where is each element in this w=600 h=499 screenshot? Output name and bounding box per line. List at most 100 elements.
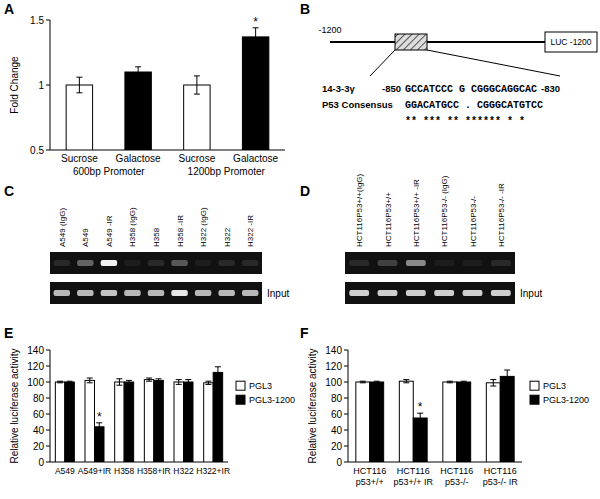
- input-label: Input: [267, 288, 289, 299]
- error-cap: [403, 379, 409, 380]
- legend-label: PGL3: [543, 381, 566, 391]
- band: [434, 260, 454, 266]
- y-tick-label: 1: [38, 80, 44, 91]
- y-tick: [344, 398, 348, 399]
- panel-letter: B: [300, 1, 310, 17]
- sequence-position: -830: [541, 83, 560, 94]
- band: [148, 260, 164, 266]
- error-cap: [67, 382, 73, 383]
- input-band: [77, 290, 93, 296]
- y-tick: [46, 350, 50, 351]
- bar: [115, 382, 124, 462]
- label-line: p53-/- IR: [483, 477, 519, 487]
- label-line: HCT116: [484, 466, 517, 476]
- gel: HCT116P53+/+(IgG)HCT116P53+/+HCT116P53+/…: [345, 173, 542, 304]
- x-tick-label: HCT116p53+/+: [353, 466, 386, 487]
- error-cap: [126, 380, 132, 381]
- y-tick: [344, 462, 348, 463]
- error-stem: [420, 413, 421, 423]
- input-band: [242, 290, 258, 296]
- y-tick-label: 100: [325, 377, 342, 388]
- y-axis-label: Relative luciferase activity: [9, 348, 20, 463]
- x-tick-label: Sucrose: [179, 153, 216, 164]
- error-stem: [178, 380, 179, 385]
- panel-letter: D: [300, 183, 310, 199]
- label-line: p53+/+: [356, 477, 384, 487]
- y-tick-label: 100: [27, 377, 44, 388]
- y-tick: [46, 20, 50, 21]
- bar: [65, 382, 74, 462]
- error-cap: [185, 384, 191, 385]
- error-cap: [76, 92, 82, 93]
- y-axis-label: Fold Change: [9, 56, 20, 114]
- lane-label: A549 -IR: [105, 215, 114, 247]
- label-line: p53+/+ IR: [393, 477, 433, 487]
- x-tick-label: H322: [173, 466, 194, 476]
- error-stem: [138, 67, 139, 77]
- y-tick: [344, 350, 348, 351]
- bar: [124, 382, 133, 462]
- y-tick-label: 0: [336, 457, 342, 468]
- error-bar: [461, 381, 467, 383]
- y-tick: [46, 462, 50, 463]
- bar: [85, 380, 94, 462]
- y-tick: [344, 414, 348, 415]
- input-band: [101, 290, 117, 296]
- y-tick: [46, 398, 50, 399]
- reporter-label: LUC -1200: [550, 37, 591, 47]
- band: [101, 260, 117, 266]
- error-cap: [360, 381, 366, 382]
- error-bar: [374, 381, 380, 383]
- figure: ABCDEF0.511.5Fold Change*SucroseGalactos…: [0, 0, 600, 499]
- band: [77, 260, 93, 266]
- bar: [204, 383, 213, 462]
- error-bar: [447, 381, 453, 383]
- error-stem: [119, 379, 120, 385]
- input-band: [124, 290, 140, 296]
- bar-chart: 0.511.5Fold Change*SucroseGalactoseSucro…: [9, 15, 285, 178]
- error-bar: [57, 381, 63, 383]
- input-band: [491, 290, 511, 296]
- error-cap: [205, 381, 211, 382]
- error-cap: [447, 381, 453, 382]
- band: [378, 260, 398, 266]
- legend-item: PGL3-1200: [530, 395, 589, 405]
- bars: [66, 28, 269, 150]
- label-line: HCT116: [353, 466, 386, 476]
- error-cap: [146, 381, 152, 382]
- y-tick-label: 60: [331, 409, 343, 420]
- error-cap: [185, 379, 191, 380]
- error-cap: [87, 378, 93, 379]
- y-tick-label: 140: [27, 345, 44, 356]
- lane-label: A549 (IgG): [58, 208, 67, 247]
- bar: [370, 382, 384, 462]
- legend-swatch: [530, 395, 539, 404]
- error-bar: [176, 380, 182, 385]
- y-tick: [46, 430, 50, 431]
- y-tick-label: 20: [331, 441, 343, 452]
- bar: [413, 418, 427, 462]
- x-axis: [50, 462, 228, 463]
- gel-background: [50, 252, 262, 274]
- error-bar: [126, 380, 132, 383]
- error-cap: [135, 77, 141, 78]
- input-band: [54, 290, 70, 296]
- error-cap: [490, 379, 496, 380]
- error-cap: [135, 66, 141, 67]
- y-tick: [46, 446, 50, 447]
- error-cap: [76, 77, 82, 78]
- bar: [66, 85, 92, 150]
- y-tick-label: 40: [331, 425, 343, 436]
- error-bar: [360, 381, 366, 383]
- input-band: [434, 290, 454, 296]
- sequence-label: P53 Consensus: [322, 99, 393, 110]
- error-bar: [215, 367, 221, 378]
- gel-background: [345, 252, 515, 274]
- error-bar: [146, 378, 152, 381]
- y-tick: [344, 382, 348, 383]
- error-cap: [126, 383, 132, 384]
- error-bar: [185, 380, 191, 385]
- group-label: 600bp Promoter: [73, 166, 145, 177]
- error-cap: [490, 386, 496, 387]
- error-cap: [57, 382, 63, 383]
